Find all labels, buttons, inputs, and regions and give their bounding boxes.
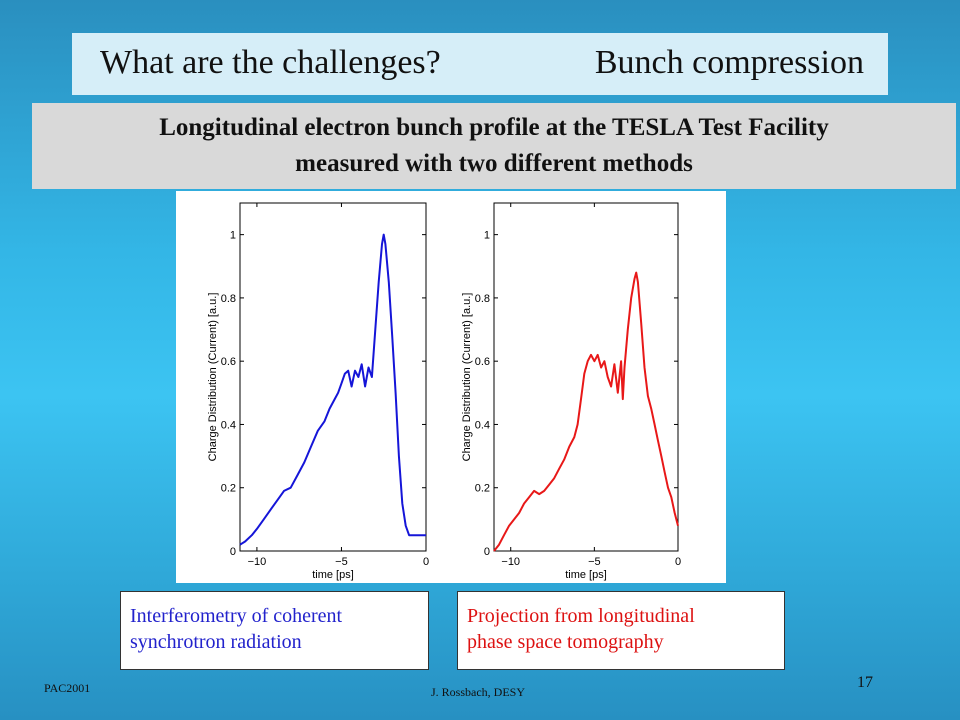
- caption-blue-line-2: synchrotron radiation: [130, 631, 302, 653]
- y-tick-label: 0.8: [475, 293, 490, 305]
- subtitle-line-1: Longitudinal electron bunch profile at t…: [159, 114, 829, 141]
- charts-svg: 0 0.2 0.4 0.6 0.8 1 −10 −5 0 time [ps] Charge Dist…: [207, 202, 681, 581]
- y-tick-label: 0.8: [221, 293, 236, 305]
- x-axis-label: time [ps]: [565, 569, 607, 581]
- y-tick-label: 0.2: [475, 483, 490, 495]
- x-tick-label: −10: [248, 556, 267, 568]
- plot-frame: [493, 202, 679, 552]
- profile-line-1: [239, 233, 426, 546]
- caption-blue-line-1: Interferometry of coherent: [130, 605, 343, 627]
- x-tick-label: −5: [335, 556, 348, 568]
- y-tick-label: 0.2: [221, 483, 236, 495]
- y-tick-label: 0.6: [221, 356, 236, 368]
- x-axis-label: time [ps]: [312, 569, 354, 581]
- title-question: What are the challenges?: [100, 44, 441, 81]
- title-banner: What are the challenges? Bunch compressi…: [72, 33, 888, 95]
- footer-author: J. Rossbach, DESY: [431, 685, 526, 699]
- footer-conference: PAC2001: [44, 681, 91, 695]
- bunch-profile-figure: 0 0.2 0.4 0.6 0.8 1 −10 −5 0 time [ps] Charge Dist…: [176, 191, 726, 583]
- y-tick-label: 0.6: [475, 356, 490, 368]
- y-tick-label: 0.4: [475, 419, 490, 431]
- caption-red-line-2: phase space tomography: [467, 631, 664, 653]
- slide-number: 17: [857, 674, 873, 691]
- caption-red-line-1: Projection from longitudinal: [467, 605, 695, 627]
- x-tick-label: 0: [675, 556, 681, 568]
- caption-tomography: Projection from longitudinal phase space…: [457, 591, 785, 670]
- chart-panel-2: 0 0.2 0.4 0.6 0.8 1 −10 −5 0 time [ps] Charge Dist…: [461, 202, 681, 581]
- plot-frame: [239, 202, 427, 552]
- x-tick-label: −5: [588, 556, 601, 568]
- y-tick-label: 1: [484, 230, 490, 242]
- subtitle-line-2: measured with two different methods: [295, 150, 693, 177]
- x-tick-label: −10: [501, 556, 520, 568]
- caption-interferometry: Interferometry of coherent synchrotron r…: [120, 591, 429, 670]
- chart-panel-1: 0 0.2 0.4 0.6 0.8 1 −10 −5 0 time [ps] Charge Dist…: [207, 202, 429, 581]
- y-axis-label: Charge Distribution (Current) [a.u.]: [461, 293, 473, 462]
- y-axis-label: Charge Distribution (Current) [a.u.]: [207, 293, 219, 462]
- y-tick-label: 0.4: [221, 419, 236, 431]
- title-topic: Bunch compression: [594, 44, 864, 81]
- x-tick-label: 0: [423, 556, 429, 568]
- subtitle-banner: Longitudinal electron bunch profile at t…: [32, 103, 956, 189]
- profile-line-2: [493, 271, 679, 552]
- y-tick-label: 1: [230, 230, 236, 242]
- y-tick-label: 0: [230, 546, 236, 558]
- y-tick-label: 0: [484, 546, 490, 558]
